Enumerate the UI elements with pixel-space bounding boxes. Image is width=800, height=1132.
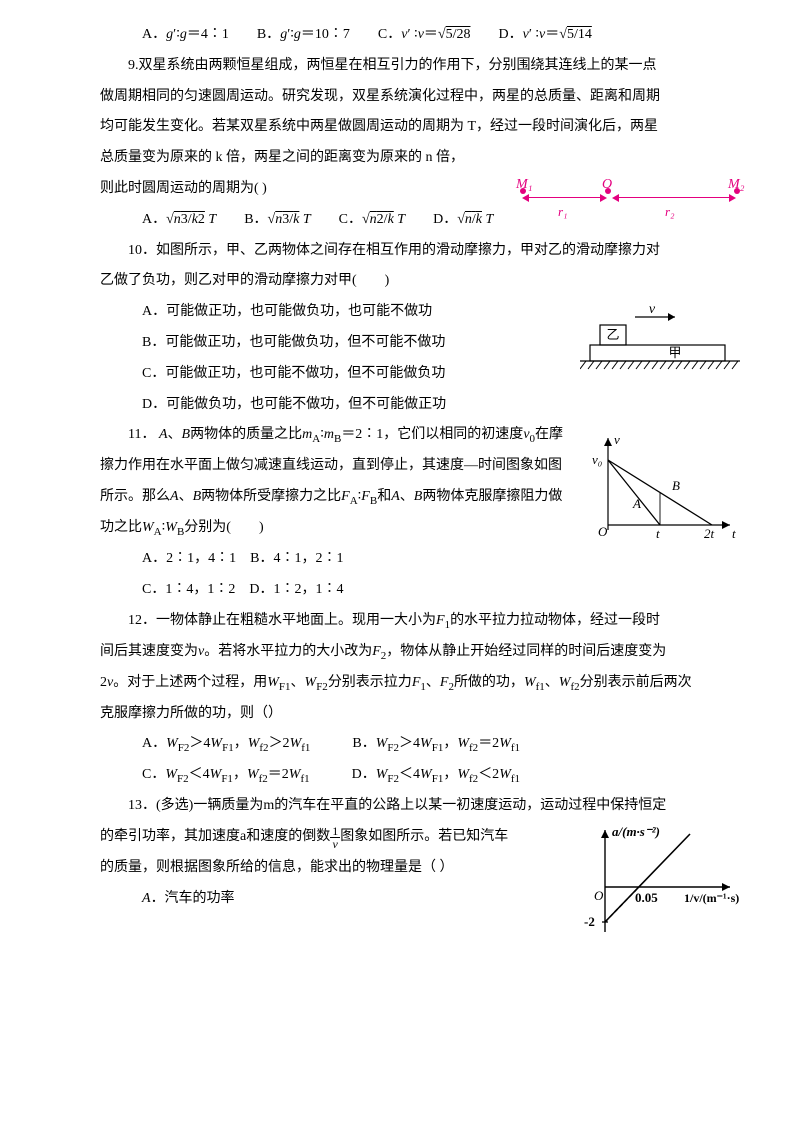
q8-options: A．g′∶g＝4∶1 B．g′∶g＝10∶7 C．v′ ∶v＝√5/28 D．v… (100, 20, 740, 51)
q9-line1: 9.双星系统由两颗恒星组成，两恒星在相互引力的作用下，分别围绕其连线上的某一点 (100, 51, 740, 82)
q10-line2: 乙做了负功，则乙对甲的滑动摩擦力对甲( ) (100, 266, 740, 297)
q10-jia-label: 甲 (668, 345, 681, 360)
q9-line2: 做周期相同的匀速圆周运动。研究发现，双星系统演化过程中，两星的总质量、距离和周期 (100, 82, 740, 113)
q13-line1: 13．(多选)一辆质量为m的汽车在平直的公路上以某一初速度运动，运动过程中保持恒… (100, 791, 740, 822)
svg-text:v: v (614, 432, 620, 447)
q12-line4: 克服摩擦力所做的功，则（） (100, 699, 740, 730)
q10-yi-label: 乙 (606, 327, 619, 342)
q13-diagram: a/(m·s⁻²) O 0.05 1/v/(m⁻¹·s) -2 (580, 822, 740, 942)
svg-text:1/v/(m⁻¹·s): 1/v/(m⁻¹·s) (684, 891, 739, 905)
svg-text:0.05: 0.05 (635, 890, 658, 905)
svg-text:t: t (732, 526, 736, 540)
svg-text:O: O (594, 888, 604, 903)
svg-text:B: B (672, 478, 680, 493)
q10-v-label: v (649, 302, 656, 317)
q12-opts-cd: C．WF2＜4WF1，Wf2＝2Wf1 D．WF2＜4WF1，Wf2＜2Wf1 (100, 760, 740, 791)
q12-line1: 12．一物体静止在粗糙水平地面上。现用一大小为F1的水平拉力拉动物体，经过一段时 (100, 606, 740, 637)
svg-text:a/(m·s⁻²): a/(m·s⁻²) (612, 824, 660, 839)
q10-diagram: v 乙 甲 (580, 301, 740, 371)
q11-opts-ab: A．2∶1，4∶1 B．4∶1，2∶1 (100, 544, 740, 575)
svg-text:-2: -2 (584, 914, 595, 929)
q10-line1: 10．如图所示，甲、乙两物体之间存在相互作用的滑动摩擦力，甲对乙的滑动摩擦力对 (100, 236, 740, 267)
q10-opt-d: D．可能做负功，也可能不做功，但不可能做正功 (100, 390, 740, 421)
q12-line2: 间后其速度变为v。若将水平拉力的大小改为F2，物体从静止开始经过同样的时间后速度… (100, 637, 740, 668)
svg-text:A: A (632, 496, 641, 511)
q12-line3: 2v。对于上述两个过程，用WF1、WF2分别表示拉力F1、F2所做的功，Wf1、… (100, 668, 740, 699)
q9-r1-label: r₁ (558, 198, 568, 227)
svg-text:2t: 2t (704, 526, 715, 540)
q9-line3: 均可能发生变化。若某双星系统中两星做圆周运动的周期为 T，经过一段时间演化后，两… (100, 112, 740, 143)
svg-text:v₀: v₀ (592, 452, 602, 467)
q11-diagram: v v₀ O t 2t t A B (590, 430, 740, 540)
q9-diagram: M₁ O M₂ r₁ r₂ (520, 174, 740, 214)
q12-opts-ab: A．WF2＞4WF1，Wf2＞2Wf1 B．WF2＞4WF1，Wf2＝2Wf1 (100, 729, 740, 760)
svg-text:t: t (656, 526, 660, 540)
q9-line4: 总质量变为原来的 k 倍，两星之间的距离变为原来的 n 倍， (100, 143, 740, 174)
q9-r2-label: r₂ (665, 198, 675, 227)
svg-text:O: O (598, 524, 608, 539)
q11-opts-cd: C．1∶4，1∶2 D．1∶2，1∶4 (100, 575, 740, 606)
